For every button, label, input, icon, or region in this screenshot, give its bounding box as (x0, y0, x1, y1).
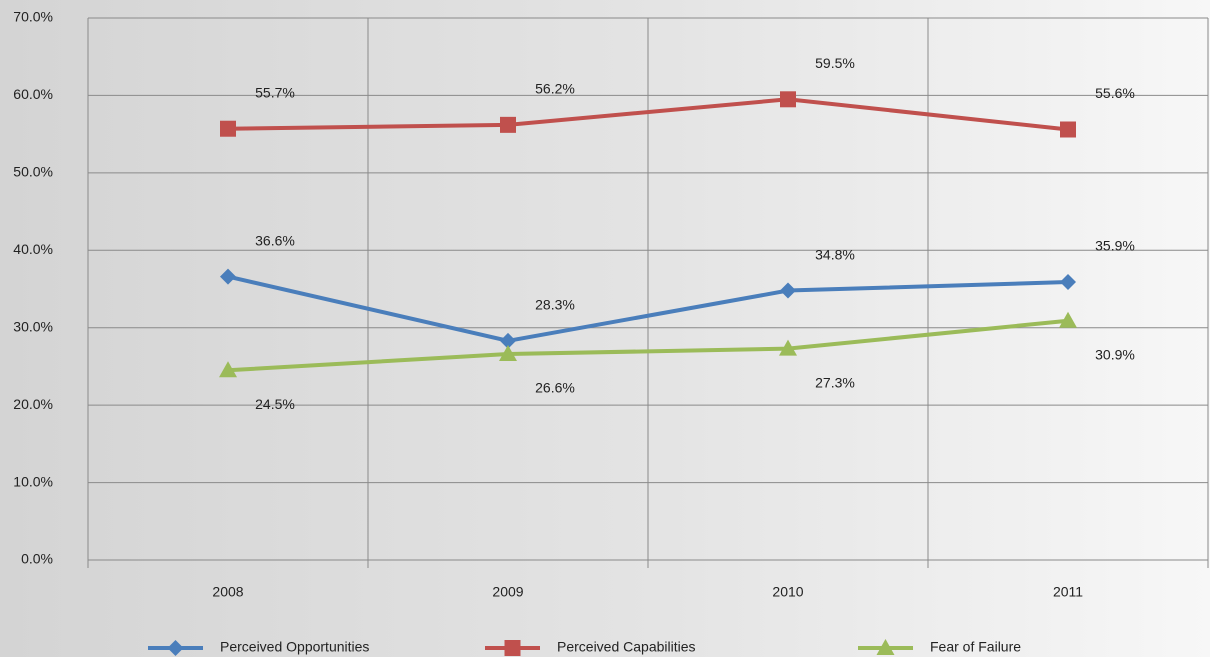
value-label: 59.5% (815, 55, 855, 71)
line (227, 274, 1069, 343)
value-label: 30.9% (1095, 346, 1135, 362)
y-tick-label: 0.0% (21, 551, 53, 567)
marker (779, 339, 797, 356)
marker (1059, 311, 1077, 328)
value-label: 56.2% (535, 81, 575, 97)
y-tick-label: 50.0% (13, 164, 53, 180)
value-label: 27.3% (815, 374, 855, 390)
legend-label: Perceived Capabilities (557, 639, 696, 655)
marker (220, 120, 236, 137)
value-label: 55.7% (255, 84, 295, 100)
y-tick-label: 40.0% (13, 241, 53, 257)
legend-label: Fear of Failure (930, 639, 1021, 655)
x-tick-label: 2011 (1053, 584, 1083, 600)
marker (499, 345, 517, 362)
x-tick-label: 2009 (492, 584, 523, 600)
marker (500, 116, 516, 133)
x-tick-label: 2008 (212, 584, 243, 600)
legend-marker (876, 639, 895, 655)
value-label: 36.6% (255, 232, 295, 248)
legend-label: Perceived Opportunities (220, 639, 369, 655)
marker (780, 282, 796, 299)
value-label: 24.5% (255, 396, 295, 412)
legend-marker (167, 640, 184, 656)
y-tick-label: 60.0% (13, 86, 53, 102)
value-label: 28.3% (535, 297, 575, 313)
y-tick-label: 20.0% (13, 396, 53, 412)
marker (500, 332, 516, 349)
y-tick-label: 70.0% (13, 9, 53, 25)
marker (1060, 121, 1076, 138)
legend-marker (504, 640, 521, 656)
line (227, 97, 1069, 132)
marker (1060, 274, 1076, 291)
y-tick-label: 10.0% (13, 473, 53, 489)
value-label: 34.8% (815, 246, 855, 262)
marker (780, 91, 796, 108)
x-tick-label: 2010 (772, 584, 803, 600)
value-label: 55.6% (1095, 85, 1135, 101)
marker (220, 268, 236, 285)
value-label: 26.6% (535, 380, 575, 396)
y-tick-label: 30.0% (13, 318, 53, 334)
line (227, 318, 1069, 373)
marker (219, 361, 237, 378)
value-label: 35.9% (1095, 238, 1135, 254)
